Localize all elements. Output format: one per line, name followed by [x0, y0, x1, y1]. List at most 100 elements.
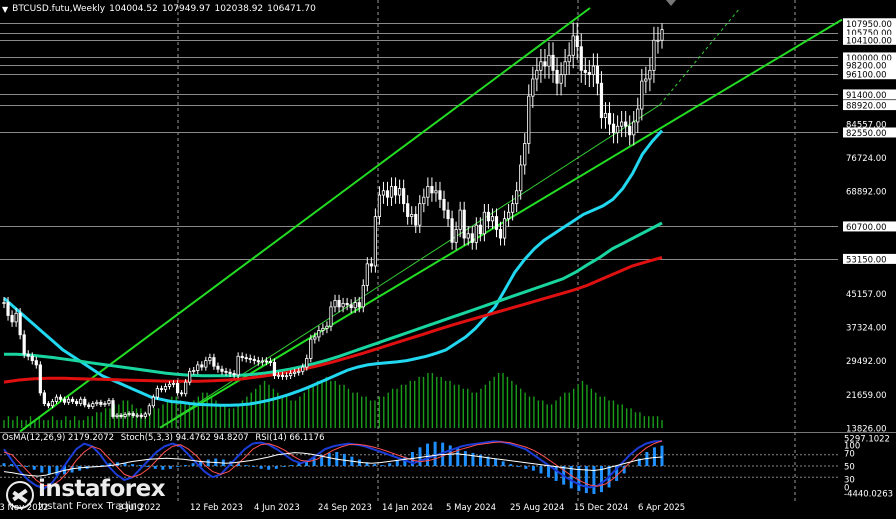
volume-bar: [409, 380, 411, 428]
osma-bar: [55, 466, 59, 476]
price-label-bg: [843, 52, 896, 63]
candle-body: [297, 370, 301, 373]
candle-body: [50, 401, 55, 407]
candle-body: [603, 112, 608, 119]
osma-bar: [176, 466, 180, 467]
candle-body: [632, 121, 636, 136]
osma-bar: [100, 465, 104, 466]
osma-bar: [365, 462, 369, 466]
candle-body: [628, 125, 632, 136]
candle-body: [640, 80, 644, 110]
candle-body: [123, 413, 127, 417]
candle-body: [660, 29, 664, 41]
osma-bar: [184, 465, 188, 466]
time-tick-label: 15 Dec 2024: [574, 503, 629, 513]
volume-bar: [617, 404, 619, 428]
volume-bar: [272, 388, 275, 428]
candle-body: [583, 69, 587, 73]
candle-body: [38, 364, 42, 394]
volume-bar: [656, 416, 659, 428]
candle-body: [264, 360, 268, 363]
candle-body: [337, 300, 341, 308]
dropdown-triangle-icon[interactable]: ▼: [2, 4, 9, 14]
candle-body: [6, 302, 10, 316]
volume-bar: [25, 420, 27, 428]
volume-bar: [356, 392, 358, 428]
osma-bar: [433, 441, 437, 466]
candle-body: [381, 190, 386, 196]
price-label: 88920.00: [846, 102, 887, 112]
moving-averages: [3, 129, 664, 407]
candle-body: [482, 211, 486, 235]
osma-bar: [448, 445, 452, 466]
candle-body: [458, 209, 462, 230]
volume-bar: [232, 408, 235, 428]
candle-body: [248, 358, 252, 360]
volume-bar: [462, 388, 464, 428]
volume-bar: [69, 420, 71, 428]
osma-bar: [478, 454, 482, 466]
osma-bar: [456, 448, 460, 466]
osma-bar: [191, 463, 195, 466]
candle-body: [192, 370, 196, 372]
rsi-label: RSI(14) 66.1176: [255, 433, 325, 443]
osma-bar: [426, 443, 430, 466]
volume-bar: [82, 420, 85, 428]
candle-body: [369, 263, 373, 267]
candle-body: [66, 398, 71, 403]
osc-axis-label: 0: [844, 484, 849, 494]
price-label: 60700.00: [846, 223, 887, 233]
volume-bar: [166, 400, 169, 428]
osma-bar: [584, 466, 588, 494]
osc-axis-label: 100: [844, 442, 860, 452]
candle-body: [95, 401, 99, 405]
price-label: 98200.00: [846, 62, 887, 72]
volume-bar: [202, 392, 204, 428]
candle-body: [519, 164, 523, 192]
osma-bar: [259, 466, 263, 469]
candle-body: [607, 112, 612, 125]
osma-bar: [25, 466, 29, 467]
osma-label: OsMA(12,26,9) 2179.2072: [2, 433, 115, 443]
candle-body: [301, 366, 305, 372]
candle-body: [325, 325, 329, 329]
volume-bar: [537, 400, 540, 428]
candle-body: [474, 224, 478, 243]
candle-body: [135, 414, 139, 417]
osma-bar: [10, 464, 14, 466]
volume-bar: [391, 388, 394, 428]
volume-bar: [38, 416, 41, 428]
volume-bar: [369, 400, 372, 428]
time-tick-label: 24 Sep 2023: [318, 503, 372, 513]
candle-body: [87, 404, 91, 408]
candle-body: [575, 35, 579, 48]
volume-bar: [661, 420, 663, 428]
osma-bar: [236, 463, 240, 466]
candle-body: [434, 190, 438, 194]
candle-body: [260, 360, 264, 363]
price-label-bg: [843, 221, 896, 232]
time-axis: 13 Nov 2022 3 Jul 2022 12 Feb 2023 4 Jun 20…: [0, 501, 838, 519]
shift-marker-icon[interactable]: [666, 0, 676, 6]
candle-body: [280, 374, 285, 377]
candle-body: [208, 357, 212, 362]
volume-bar: [475, 392, 478, 428]
volume-bar: [294, 400, 297, 428]
candle-body: [240, 355, 244, 358]
volume-bar: [568, 392, 570, 428]
osma-bar: [577, 466, 581, 492]
volume-bar: [489, 380, 491, 428]
high-value: 107949.97: [161, 4, 211, 14]
candle-body: [236, 355, 240, 376]
candle-body: [563, 61, 567, 76]
candle-body: [276, 374, 281, 377]
osma-bar: [463, 451, 467, 466]
volume-bar: [634, 412, 637, 428]
volume-bar: [378, 396, 381, 428]
volume-bar: [308, 388, 310, 428]
osma-bar: [569, 466, 573, 489]
osma-bar: [161, 466, 165, 470]
